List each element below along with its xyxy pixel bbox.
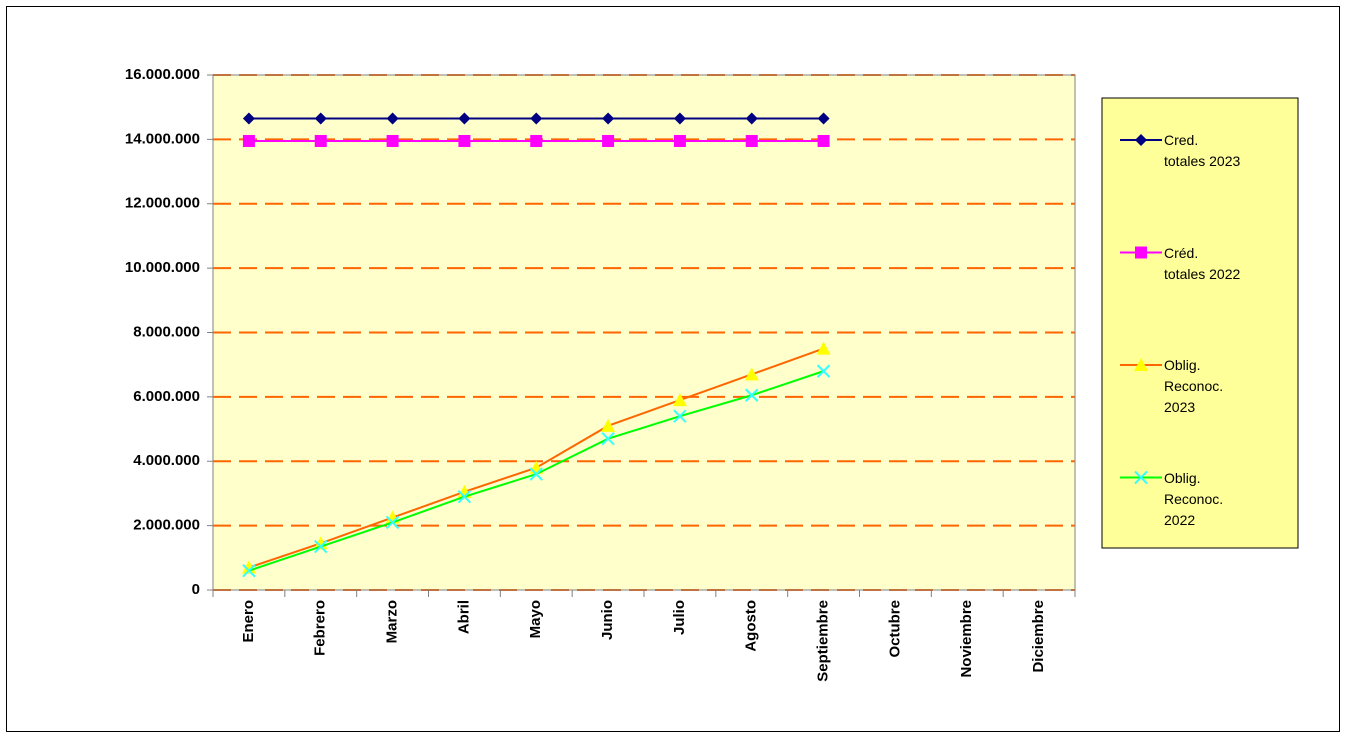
legend-label-box: Oblig. Reconoc. 2022 xyxy=(1164,469,1224,528)
x-tick-label: Agosto xyxy=(743,600,760,652)
marker xyxy=(816,341,831,355)
marker xyxy=(386,134,399,147)
marker xyxy=(602,112,615,125)
marker xyxy=(458,134,471,147)
marker xyxy=(745,112,758,125)
y-tick-label: 14.000.000 xyxy=(125,130,200,147)
legend-label-box: Cred. totales 2023 xyxy=(1164,132,1241,169)
x-tick-label: Marzo xyxy=(384,600,401,643)
marker xyxy=(601,418,616,432)
legend-marker xyxy=(1134,470,1148,485)
y-tick-label: 2.000.000 xyxy=(133,517,200,534)
legend-marker xyxy=(1135,134,1147,146)
marker xyxy=(458,112,471,125)
marker xyxy=(817,112,830,125)
marker xyxy=(673,409,687,423)
legend-label-box: Oblig. Reconoc. 2023 xyxy=(1164,357,1224,415)
marker xyxy=(745,388,759,402)
x-tick-label: Diciembre xyxy=(1030,600,1047,673)
legend-marker xyxy=(1135,246,1147,259)
y-tick-label: 12.000.000 xyxy=(125,195,200,212)
legend-label-box: Créd. totales 2022 xyxy=(1164,244,1241,282)
x-tick-label: Julio xyxy=(671,600,688,635)
legend xyxy=(1101,97,1299,549)
marker xyxy=(672,393,687,407)
marker xyxy=(386,112,399,125)
marker xyxy=(816,364,831,378)
x-tick-label: Octubre xyxy=(886,600,903,658)
marker xyxy=(385,515,400,530)
x-tick-label: Febrero xyxy=(312,600,329,656)
x-tick-label: Abril xyxy=(455,600,472,634)
legend-label: Cred. totales 2023 xyxy=(1164,132,1241,169)
marker xyxy=(817,134,830,147)
x-tick-label: Septiembre xyxy=(815,600,832,682)
legend-marker xyxy=(1134,358,1148,371)
x-tick-label: Enero xyxy=(240,600,257,643)
y-tick-label: 6.000.000 xyxy=(133,388,200,405)
marker xyxy=(242,134,255,147)
marker xyxy=(530,134,543,147)
legend-label: Oblig. Reconoc. 2023 xyxy=(1164,357,1224,415)
marker xyxy=(457,489,472,504)
marker xyxy=(673,112,686,125)
x-tick-label: Noviembre xyxy=(958,600,975,678)
marker xyxy=(529,467,543,481)
marker xyxy=(314,112,327,125)
legend-label: Créd. totales 2022 xyxy=(1164,244,1241,282)
y-tick-label: 8.000.000 xyxy=(133,323,200,340)
marker xyxy=(744,367,759,381)
x-tick-label: Junio xyxy=(599,600,616,640)
y-tick-label: 4.000.000 xyxy=(133,452,200,469)
y-tick-label: 10.000.000 xyxy=(125,259,200,276)
y-tick-label: 0 xyxy=(192,581,200,598)
x-tick-label: Mayo xyxy=(527,600,544,638)
marker xyxy=(314,539,328,554)
marker xyxy=(242,112,255,125)
marker xyxy=(673,134,686,147)
marker xyxy=(314,134,327,147)
marker xyxy=(745,134,758,147)
y-tick-label: 16.000.000 xyxy=(125,66,200,83)
marker xyxy=(242,563,256,578)
marker xyxy=(602,134,615,147)
legend-label: Oblig. Reconoc. 2022 xyxy=(1164,469,1224,528)
marker xyxy=(530,112,543,125)
marker xyxy=(601,432,615,446)
